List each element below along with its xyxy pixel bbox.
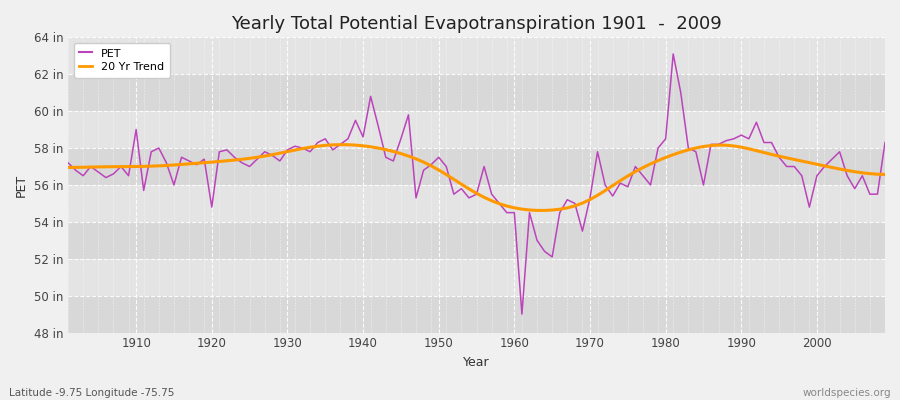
20 Yr Trend — [335, 142, 346, 147]
Title: Yearly Total Potential Evapotranspiration 1901  -  2009: Yearly Total Potential Evapotranspiratio… — [231, 15, 722, 33]
PET — [63, 160, 74, 165]
Text: worldspecies.org: worldspecies.org — [803, 388, 891, 398]
20 Yr Trend — [517, 207, 527, 212]
PET — [501, 210, 512, 215]
20 Yr Trend — [290, 148, 301, 152]
Bar — [68, 185, 885, 222]
20 Yr Trend — [615, 178, 626, 183]
PET — [290, 144, 301, 149]
PET — [517, 312, 527, 316]
Legend: PET, 20 Yr Trend: PET, 20 Yr Trend — [74, 43, 170, 78]
20 Yr Trend — [879, 172, 890, 177]
Bar — [68, 259, 885, 296]
PET — [123, 173, 134, 178]
20 Yr Trend — [343, 142, 354, 147]
Text: Latitude -9.75 Longitude -75.75: Latitude -9.75 Longitude -75.75 — [9, 388, 175, 398]
PET — [668, 52, 679, 56]
PET — [335, 142, 346, 147]
Bar — [68, 111, 885, 148]
Bar — [68, 296, 885, 332]
20 Yr Trend — [63, 165, 74, 170]
Y-axis label: PET: PET — [15, 173, 28, 196]
Line: PET: PET — [68, 54, 885, 314]
Bar — [68, 148, 885, 185]
Bar — [68, 222, 885, 259]
PET — [508, 210, 519, 215]
Bar — [68, 37, 885, 74]
X-axis label: Year: Year — [464, 356, 490, 369]
PET — [879, 140, 890, 145]
PET — [608, 194, 618, 198]
Line: 20 Yr Trend: 20 Yr Trend — [68, 145, 885, 210]
Bar — [68, 74, 885, 111]
20 Yr Trend — [508, 206, 519, 210]
20 Yr Trend — [539, 208, 550, 213]
20 Yr Trend — [123, 164, 134, 169]
